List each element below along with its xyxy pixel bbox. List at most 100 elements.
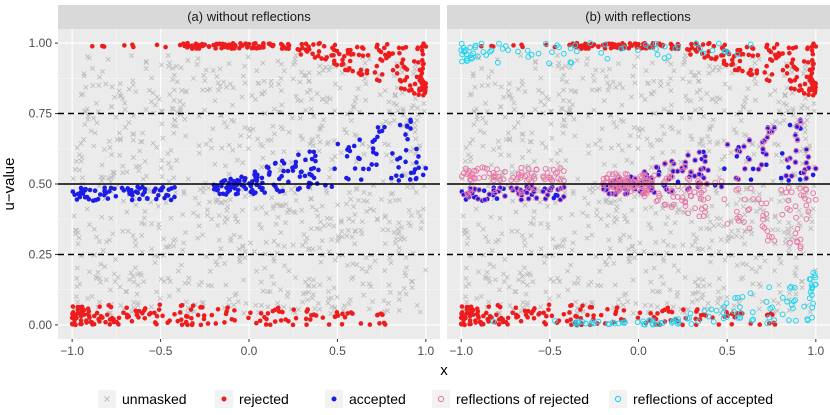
point-unmasked	[293, 197, 299, 203]
point-unmasked	[312, 306, 318, 312]
point-unmasked	[229, 117, 235, 123]
point-unmasked	[671, 68, 677, 74]
point-unmasked	[608, 200, 614, 206]
point-accepted	[759, 162, 764, 167]
point-reflection-of-accepted-as-rejected	[761, 225, 768, 231]
point-rejected	[77, 311, 82, 316]
point-unmasked	[686, 79, 692, 85]
point-reflection-of-rejected-as-accepted	[642, 42, 649, 48]
point-unmasked	[92, 130, 98, 136]
point-reflection-of-rejected	[746, 137, 753, 144]
point-unmasked	[352, 99, 358, 105]
point-accepted	[313, 153, 318, 159]
point-unmasked	[722, 257, 728, 263]
panel-b: (b) with reflections	[447, 5, 830, 339]
point-rejected	[802, 81, 808, 87]
point-reflection-of-rejected-as-accepted	[710, 318, 717, 325]
point-unmasked	[414, 302, 420, 308]
point-reflection-of-accepted-as-rejected	[788, 189, 795, 196]
point-reflection-of-rejected-as-accepted	[604, 55, 611, 62]
point-unmasked	[641, 248, 647, 255]
point-unmasked	[467, 158, 473, 164]
point-unmasked	[608, 145, 614, 151]
point-unmasked	[412, 125, 418, 131]
point-accepted	[309, 156, 315, 162]
point-reflection-of-rejected-as-accepted	[524, 47, 531, 54]
point-unmasked	[217, 83, 223, 89]
point-unmasked	[770, 178, 776, 184]
point-reflection-of-rejected	[542, 195, 549, 202]
point-unmasked	[386, 282, 392, 288]
point-unmasked	[630, 73, 636, 79]
point-rejected	[466, 311, 471, 316]
point-reflection-of-accepted-as-rejected	[560, 168, 567, 174]
point-unmasked	[805, 105, 811, 111]
point-unmasked	[215, 87, 222, 93]
point-accepted	[281, 168, 286, 174]
point-unmasked	[255, 136, 261, 142]
point-unmasked	[399, 225, 405, 231]
point-reflection-of-rejected	[643, 177, 650, 184]
point-unmasked	[262, 251, 268, 257]
point-unmasked	[326, 249, 332, 255]
point-accepted	[779, 151, 785, 156]
point-unmasked	[522, 202, 528, 208]
point-accepted	[259, 175, 265, 181]
point-unmasked	[234, 157, 240, 163]
point-reflection-of-accepted-as-rejected	[741, 219, 747, 225]
point-unmasked	[239, 94, 245, 100]
point-reflection-of-rejected-as-accepted	[705, 313, 712, 320]
point-rejected	[688, 52, 693, 57]
point-unmasked	[688, 98, 694, 104]
point-unmasked	[112, 279, 118, 285]
point-reflection-of-rejected-as-accepted	[669, 318, 676, 325]
point-unmasked	[258, 141, 264, 147]
point-reflection-of-rejected	[540, 188, 546, 195]
point-unmasked	[206, 185, 212, 191]
point-unmasked	[485, 82, 491, 88]
point-reflection-of-rejected	[724, 141, 731, 148]
point-unmasked	[635, 146, 641, 152]
point-unmasked	[232, 213, 238, 219]
point-unmasked	[714, 190, 720, 196]
point-unmasked	[740, 104, 746, 110]
point-rejected	[124, 312, 130, 318]
point-unmasked	[396, 296, 402, 302]
point-unmasked	[359, 218, 365, 224]
point-reflection-of-accepted-as-rejected	[495, 173, 502, 180]
point-rejected	[376, 48, 382, 53]
point-rejected	[290, 322, 296, 328]
point-unmasked	[509, 96, 515, 102]
point-reflection-of-rejected	[793, 148, 799, 154]
point-unmasked	[588, 300, 594, 306]
point-rejected	[219, 45, 224, 51]
point-unmasked	[776, 99, 782, 105]
point-unmasked	[793, 273, 799, 279]
x-tick-label: 1.0	[807, 344, 824, 358]
point-reflection-of-rejected-as-accepted	[713, 307, 720, 314]
point-unmasked	[742, 99, 748, 105]
point-accepted	[157, 187, 163, 193]
point-unmasked	[230, 147, 236, 153]
point-unmasked	[100, 68, 106, 74]
point-unmasked	[308, 138, 315, 144]
point-unmasked	[397, 236, 403, 242]
point-rejected	[777, 52, 783, 57]
point-rejected	[345, 311, 350, 316]
point-unmasked	[270, 150, 276, 156]
point-unmasked	[423, 267, 429, 273]
point-unmasked	[736, 301, 742, 307]
point-rejected	[286, 46, 291, 52]
point-unmasked	[78, 140, 84, 147]
point-unmasked	[420, 206, 426, 212]
point-unmasked	[281, 148, 287, 154]
point-unmasked	[208, 283, 215, 289]
point-unmasked	[617, 238, 623, 244]
point-rejected	[799, 87, 804, 93]
point-reflection-of-accepted-as-rejected	[679, 194, 686, 201]
point-unmasked	[478, 293, 484, 300]
point-rejected	[251, 44, 256, 50]
point-unmasked	[567, 65, 573, 71]
point-unmasked	[538, 221, 544, 227]
point-reflection-of-accepted-as-rejected	[696, 213, 703, 220]
